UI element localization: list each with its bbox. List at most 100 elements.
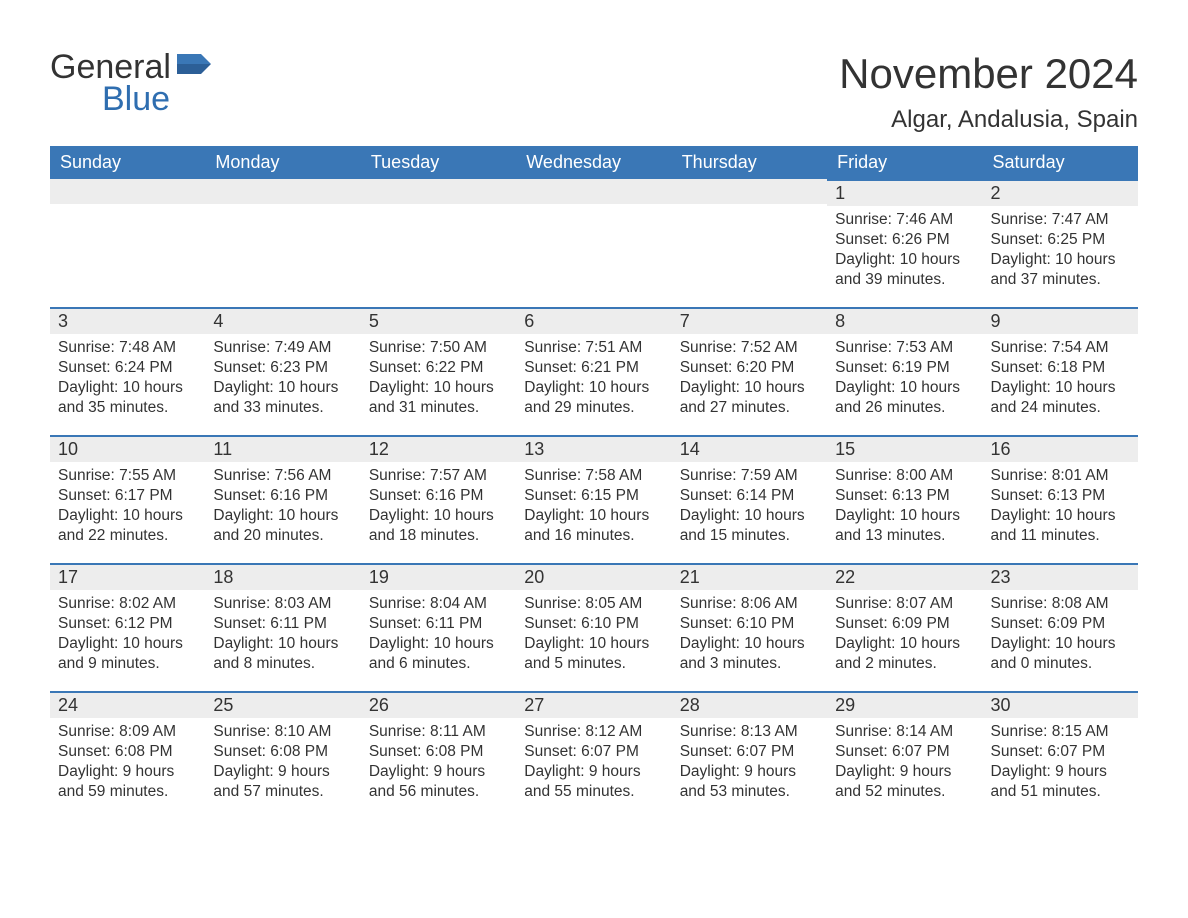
sunrise-text: Sunrise: 8:00 AM — [835, 466, 974, 486]
day-number: 24 — [50, 691, 205, 718]
sunset-text: Sunset: 6:17 PM — [58, 486, 197, 506]
day-number: 17 — [50, 563, 205, 590]
calendar-day-cell: 19Sunrise: 8:04 AMSunset: 6:11 PMDayligh… — [361, 563, 516, 691]
sunrise-text: Sunrise: 7:54 AM — [991, 338, 1130, 358]
calendar-week-row: 24 Sunrise: 8:09 AM Sunset: 6:08 PM Dayligh… — [50, 691, 1138, 819]
location: Algar, Andalusia, Spain — [839, 106, 1138, 134]
daylight-text: Daylight: 10 hours and 27 minutes. — [680, 378, 819, 418]
day-body: Sunrise: 8:10 AMSunset: 6:08 PMDaylight:… — [205, 718, 360, 809]
sunrise-text: Sunrise: 7:49 AM — [213, 338, 352, 358]
daylight-text: Daylight: 10 hours and 39 minutes. — [835, 250, 974, 290]
daylight-text: Daylight: 10 hours and 13 minutes. — [835, 506, 974, 546]
calendar-day-cell: 27Sunrise: 8:12 AMSunset: 6:07 PMDayligh… — [516, 691, 671, 819]
day-number: 20 — [516, 563, 671, 590]
calendar-day-cell: 5Sunrise: 7:50 AMSunset: 6:22 PMDaylight… — [361, 307, 516, 435]
sunrise-text: Sunrise: 8:14 AM — [835, 722, 974, 742]
day-number: 5 — [361, 307, 516, 334]
calendar-day-cell: 23Sunrise: 8:08 AMSunset: 6:09 PMDayligh… — [983, 563, 1138, 691]
sunset-text: Sunset: 6:07 PM — [524, 742, 663, 762]
calendar-week-row: 10Sunrise: 7:55 AMSunset: 6:17 PMDayligh… — [50, 435, 1138, 563]
day-body: Sunrise: 8:07 AMSunset: 6:09 PMDaylight:… — [827, 590, 982, 681]
day-number: 21 — [672, 563, 827, 590]
sunrise-text: Sunrise: 7:58 AM — [524, 466, 663, 486]
calendar-day-cell: 28Sunrise: 8:13 AMSunset: 6:07 PMDayligh… — [672, 691, 827, 819]
sunset-text: Sunset: 6:25 PM — [991, 230, 1130, 250]
flag-icon — [177, 54, 211, 79]
daylight-text: Daylight: 10 hours and 8 minutes. — [213, 634, 352, 674]
day-number: 26 — [361, 691, 516, 718]
daylight-text: Daylight: 9 hours and 55 minutes. — [524, 762, 663, 802]
calendar-day-cell: 16Sunrise: 8:01 AMSunset: 6:13 PMDayligh… — [983, 435, 1138, 563]
calendar-day-cell — [50, 179, 205, 307]
sunrise-text: Sunrise: 8:04 AM — [369, 594, 508, 614]
weekday-header-row: Sunday Monday Tuesday Wednesday Thursday… — [50, 146, 1138, 179]
sunset-text: Sunset: 6:18 PM — [991, 358, 1130, 378]
day-number-empty — [672, 179, 827, 204]
daylight-text: Daylight: 10 hours and 20 minutes. — [213, 506, 352, 546]
daylight-text: Daylight: 10 hours and 3 minutes. — [680, 634, 819, 674]
sunrise-text: Sunrise: 7:53 AM — [835, 338, 974, 358]
sunset-text: Sunset: 6:26 PM — [835, 230, 974, 250]
day-body: Sunrise: 7:52 AMSunset: 6:20 PMDaylight:… — [672, 334, 827, 425]
header: General Blue November 2024 Algar, Andalu… — [50, 50, 1138, 134]
sunrise-text: Sunrise: 7:47 AM — [991, 210, 1130, 230]
sunrise-text: Sunrise: 7:55 AM — [58, 466, 197, 486]
calendar-day-cell: 14Sunrise: 7:59 AMSunset: 6:14 PMDayligh… — [672, 435, 827, 563]
day-body: Sunrise: 8:00 AMSunset: 6:13 PMDaylight:… — [827, 462, 982, 553]
sunrise-text: Sunrise: 8:02 AM — [58, 594, 197, 614]
calendar-day-cell: 25Sunrise: 8:10 AMSunset: 6:08 PMDayligh… — [205, 691, 360, 819]
calendar-day-cell: 4Sunrise: 7:49 AMSunset: 6:23 PMDaylight… — [205, 307, 360, 435]
day-number: 18 — [205, 563, 360, 590]
daylight-text: Daylight: 10 hours and 0 minutes. — [991, 634, 1130, 674]
sunset-text: Sunset: 6:13 PM — [835, 486, 974, 506]
sunrise-text: Sunrise: 8:01 AM — [991, 466, 1130, 486]
sunset-text: Sunset: 6:24 PM — [58, 358, 197, 378]
calendar-day-cell: 8Sunrise: 7:53 AMSunset: 6:19 PMDaylight… — [827, 307, 982, 435]
sunset-text: Sunset: 6:14 PM — [680, 486, 819, 506]
weekday-header: Sunday — [50, 146, 205, 179]
calendar-table: Sunday Monday Tuesday Wednesday Thursday… — [50, 146, 1138, 819]
calendar-day-cell: 20Sunrise: 8:05 AMSunset: 6:10 PMDayligh… — [516, 563, 671, 691]
day-number: 12 — [361, 435, 516, 462]
day-body: Sunrise: 7:58 AMSunset: 6:15 PMDaylight:… — [516, 462, 671, 553]
logo: General Blue — [50, 50, 211, 119]
daylight-text: Daylight: 9 hours and 52 minutes. — [835, 762, 974, 802]
calendar-day-cell: 3Sunrise: 7:48 AMSunset: 6:24 PMDaylight… — [50, 307, 205, 435]
daylight-text: Daylight: 9 hours and 59 minutes. — [58, 762, 197, 802]
day-body: Sunrise: 8:15 AMSunset: 6:07 PMDaylight:… — [983, 718, 1138, 809]
calendar-day-cell: 26Sunrise: 8:11 AMSunset: 6:08 PMDayligh… — [361, 691, 516, 819]
day-body: Sunrise: 8:03 AMSunset: 6:11 PMDaylight:… — [205, 590, 360, 681]
day-body: Sunrise: 7:48 AMSunset: 6:24 PMDaylight:… — [50, 334, 205, 425]
sunset-text: Sunset: 6:12 PM — [58, 614, 197, 634]
day-number-empty — [516, 179, 671, 204]
daylight-text: Daylight: 10 hours and 2 minutes. — [835, 634, 974, 674]
daylight-text: Daylight: 10 hours and 6 minutes. — [369, 634, 508, 674]
daylight-text: Daylight: 10 hours and 26 minutes. — [835, 378, 974, 418]
daylight-text: Daylight: 9 hours and 51 minutes. — [991, 762, 1130, 802]
sunset-text: Sunset: 6:08 PM — [369, 742, 508, 762]
sunset-text: Sunset: 6:15 PM — [524, 486, 663, 506]
day-number: 13 — [516, 435, 671, 462]
day-number: 11 — [205, 435, 360, 462]
sunset-text: Sunset: 6:11 PM — [213, 614, 352, 634]
day-number: 8 — [827, 307, 982, 334]
sunset-text: Sunset: 6:16 PM — [369, 486, 508, 506]
day-number: 25 — [205, 691, 360, 718]
day-body: Sunrise: 7:55 AMSunset: 6:17 PMDaylight:… — [50, 462, 205, 553]
day-body: Sunrise: 7:49 AMSunset: 6:23 PMDaylight:… — [205, 334, 360, 425]
sunset-text: Sunset: 6:22 PM — [369, 358, 508, 378]
day-body: Sunrise: 8:06 AMSunset: 6:10 PMDaylight:… — [672, 590, 827, 681]
day-number: 15 — [827, 435, 982, 462]
sunset-text: Sunset: 6:10 PM — [680, 614, 819, 634]
daylight-text: Daylight: 10 hours and 33 minutes. — [213, 378, 352, 418]
sunrise-text: Sunrise: 8:09 AM — [58, 722, 197, 742]
sunrise-text: Sunrise: 7:50 AM — [369, 338, 508, 358]
day-body: Sunrise: 7:57 AMSunset: 6:16 PMDaylight:… — [361, 462, 516, 553]
sunset-text: Sunset: 6:20 PM — [680, 358, 819, 378]
sunset-text: Sunset: 6:11 PM — [369, 614, 508, 634]
day-number-empty — [205, 179, 360, 204]
day-number: 4 — [205, 307, 360, 334]
sunrise-text: Sunrise: 7:57 AM — [369, 466, 508, 486]
calendar-day-cell: 13Sunrise: 7:58 AMSunset: 6:15 PMDayligh… — [516, 435, 671, 563]
day-body: Sunrise: 8:01 AMSunset: 6:13 PMDaylight:… — [983, 462, 1138, 553]
